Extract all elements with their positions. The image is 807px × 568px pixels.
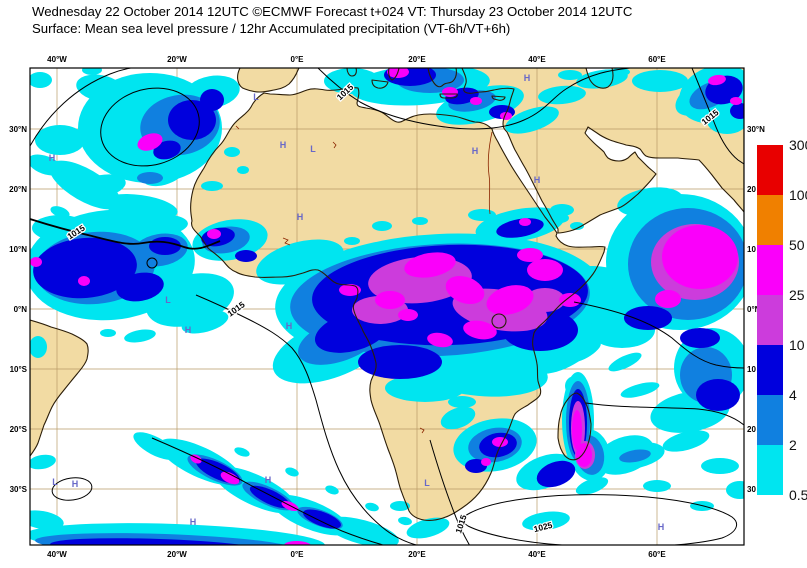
lon-label-top: 60°E xyxy=(648,55,666,64)
lon-label-bottom: 20°W xyxy=(167,550,187,559)
lon-label-bottom: 60°E xyxy=(648,550,666,559)
lat-label-right: 10 xyxy=(747,365,756,374)
legend-value: 0.5 xyxy=(789,487,807,503)
title-line2: Surface: Mean sea level pressure / 12hr … xyxy=(32,21,510,36)
legend-swatch-50 xyxy=(757,245,783,295)
lon-label-bottom: 20°E xyxy=(408,550,426,559)
lon-label-top: 0°E xyxy=(291,55,305,64)
pressure-marker-H: H xyxy=(524,73,531,83)
legend-value: 10 xyxy=(789,337,805,353)
pressure-marker-H: H xyxy=(472,146,479,156)
lon-label-top: 40°W xyxy=(47,55,67,64)
lat-label-right: 10 xyxy=(747,245,756,254)
legend-value: 300 xyxy=(789,137,807,153)
lon-label-top: 20°E xyxy=(408,55,426,64)
legend-swatch-10 xyxy=(757,345,783,395)
coastline-layer xyxy=(30,68,744,521)
lat-label-left: 30°S xyxy=(10,485,28,494)
legend-value: 100 xyxy=(789,187,807,203)
lat-label-right: 30 xyxy=(747,485,756,494)
pressure-marker-H: H xyxy=(286,321,293,331)
precipitation-legend: 300 100 50 25 10 4 2 0.5 xyxy=(757,137,807,503)
pressure-marker-H: H xyxy=(49,153,56,163)
lon-label-bottom: 40°E xyxy=(528,550,546,559)
lon-label-top: 20°W xyxy=(167,55,187,64)
legend-swatch-2 xyxy=(757,445,783,495)
axis-labels: 40°W 40°W 20°W 20°W 0°E 0°E 20°E 20°E 40°E 40°E 60… xyxy=(9,55,765,559)
pressure-marker-H: H xyxy=(185,325,192,335)
pressure-marker-L: L xyxy=(165,295,171,305)
legend-value: 25 xyxy=(789,287,805,303)
lat-label-right: 30°N xyxy=(747,125,765,134)
pressure-marker-H: H xyxy=(190,517,197,527)
title-line1: Wednesday 22 October 2014 12UTC ©ECMWF F… xyxy=(32,4,633,19)
lat-label-left: 10°N xyxy=(9,245,27,254)
legend-value: 4 xyxy=(789,387,797,403)
lat-label-left: 20°S xyxy=(10,425,28,434)
pressure-marker-H: H xyxy=(280,140,287,150)
lon-label-bottom: 40°W xyxy=(47,550,67,559)
lat-label-right: 20 xyxy=(747,185,756,194)
legend-swatch-100 xyxy=(757,195,783,245)
pressure-contours xyxy=(30,68,744,545)
pressure-marker-H: H xyxy=(72,479,79,489)
river-marks-layer xyxy=(235,125,493,434)
lat-label-left: 20°N xyxy=(9,185,27,194)
map-border xyxy=(29,67,745,546)
pressure-marker-H: H xyxy=(265,475,272,485)
pressure-marker-H: H xyxy=(297,212,304,222)
pressure-marker-layer: H L H L H H H H L H H L H H H L H xyxy=(49,73,665,532)
legend-swatch-4 xyxy=(757,395,783,445)
pressure-marker-H: H xyxy=(534,175,541,185)
pressure-marker-L: L xyxy=(253,92,259,102)
lat-label-left: 30°N xyxy=(9,125,27,134)
legend-value: 2 xyxy=(789,437,797,453)
pressure-marker-L: L xyxy=(310,144,316,154)
lon-label-top: 40°E xyxy=(528,55,546,64)
precip-magenta-layer xyxy=(30,68,742,545)
pressure-marker-H: H xyxy=(658,522,665,532)
pressure-marker-L: L xyxy=(424,478,430,488)
pressure-marker-L: L xyxy=(52,477,58,487)
lat-label-left: 0°N xyxy=(14,305,28,314)
lat-label-left: 10°S xyxy=(10,365,28,374)
lat-label-right: 0°N xyxy=(747,305,761,314)
lat-label-right: 20 xyxy=(747,425,756,434)
legend-swatch-300 xyxy=(757,145,783,195)
legend-swatch-25 xyxy=(757,295,783,345)
legend-value: 50 xyxy=(789,237,805,253)
lon-label-bottom: 0°E xyxy=(291,550,305,559)
